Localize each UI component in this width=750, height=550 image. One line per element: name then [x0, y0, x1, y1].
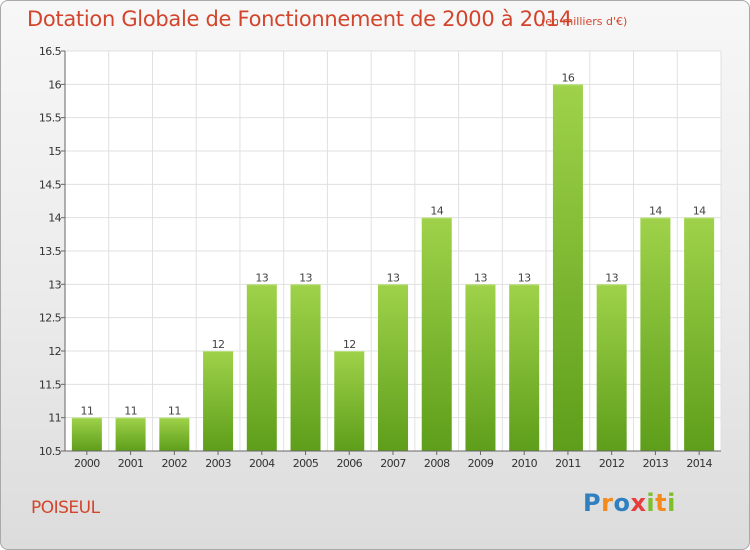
bar[interactable]: [378, 284, 408, 451]
data-label: 14: [649, 205, 662, 218]
data-label: 13: [387, 271, 400, 284]
y-tick-label: 11.5: [39, 378, 62, 391]
x-tick-label: 2009: [468, 457, 494, 470]
x-tick-label: 2000: [74, 457, 100, 470]
data-label: 13: [255, 271, 268, 284]
x-tick-label: 2006: [336, 457, 362, 470]
x-tick-label: 2001: [118, 457, 144, 470]
x-tick-label: 2008: [424, 457, 450, 470]
x-tick-label: 2003: [205, 457, 231, 470]
y-tick-label: 16: [48, 78, 61, 91]
y-tick-label: 13: [48, 278, 61, 291]
data-label: 16: [562, 71, 575, 84]
y-tick-label: 10.5: [39, 445, 62, 458]
bar[interactable]: [640, 217, 671, 451]
x-tick-label: 2014: [686, 457, 712, 470]
logo-letter: x: [630, 489, 647, 517]
x-tick-label: 2005: [293, 457, 319, 470]
y-tick-label: 12: [48, 345, 61, 358]
data-label: 13: [605, 271, 618, 284]
data-label: 13: [299, 271, 312, 284]
data-label: 11: [80, 405, 93, 418]
data-label: 12: [212, 338, 225, 351]
bar[interactable]: [684, 217, 715, 451]
y-tick-label: 15.5: [39, 112, 62, 125]
y-tick-label: 12.5: [39, 312, 62, 325]
x-tick-label: 2007: [380, 457, 406, 470]
data-label: 13: [518, 271, 531, 284]
y-tick-label: 13.5: [39, 245, 62, 258]
x-tick-label: 2012: [599, 457, 625, 470]
bar[interactable]: [115, 417, 146, 451]
chart-subtitle: (en milliers d'€): [541, 15, 628, 28]
bar[interactable]: [596, 284, 627, 451]
y-tick-label: 11: [48, 412, 61, 425]
logo-letter: t: [655, 489, 668, 517]
y-tick-label: 14: [48, 212, 61, 225]
logo-letter: o: [613, 489, 631, 517]
y-tick-label: 14.5: [39, 178, 62, 191]
logo-letter: P: [583, 489, 602, 517]
data-label: 14: [693, 205, 706, 218]
chart-title: Dotation Globale de Fonctionnement de 20…: [27, 7, 572, 31]
y-tick-label: 16.5: [39, 45, 62, 58]
logo-letter: r: [601, 489, 614, 517]
proxiti-logo[interactable]: Proxiti: [583, 489, 676, 517]
bar[interactable]: [159, 417, 190, 451]
bar[interactable]: [71, 417, 102, 451]
bar[interactable]: [246, 284, 277, 451]
bar[interactable]: [203, 351, 234, 451]
data-label: 11: [124, 405, 137, 418]
data-label: 13: [474, 271, 487, 284]
y-tick-label: 15: [48, 145, 61, 158]
bar[interactable]: [465, 284, 496, 451]
x-tick-label: 2004: [249, 457, 275, 470]
data-label: 11: [168, 405, 181, 418]
logo-letter: i: [646, 489, 656, 517]
x-tick-label: 2013: [643, 457, 669, 470]
bar[interactable]: [552, 84, 583, 451]
x-tick-label: 2002: [162, 457, 188, 470]
logo-letter: i: [667, 489, 676, 517]
x-tick-label: 2010: [511, 457, 537, 470]
bar[interactable]: [509, 284, 540, 451]
bar[interactable]: [421, 217, 452, 451]
data-label: 12: [343, 338, 356, 351]
data-label: 14: [430, 205, 443, 218]
bar[interactable]: [290, 284, 321, 451]
bar[interactable]: [334, 351, 365, 451]
x-tick-label: 2011: [555, 457, 581, 470]
commune-name: POISEUL: [31, 498, 100, 518]
